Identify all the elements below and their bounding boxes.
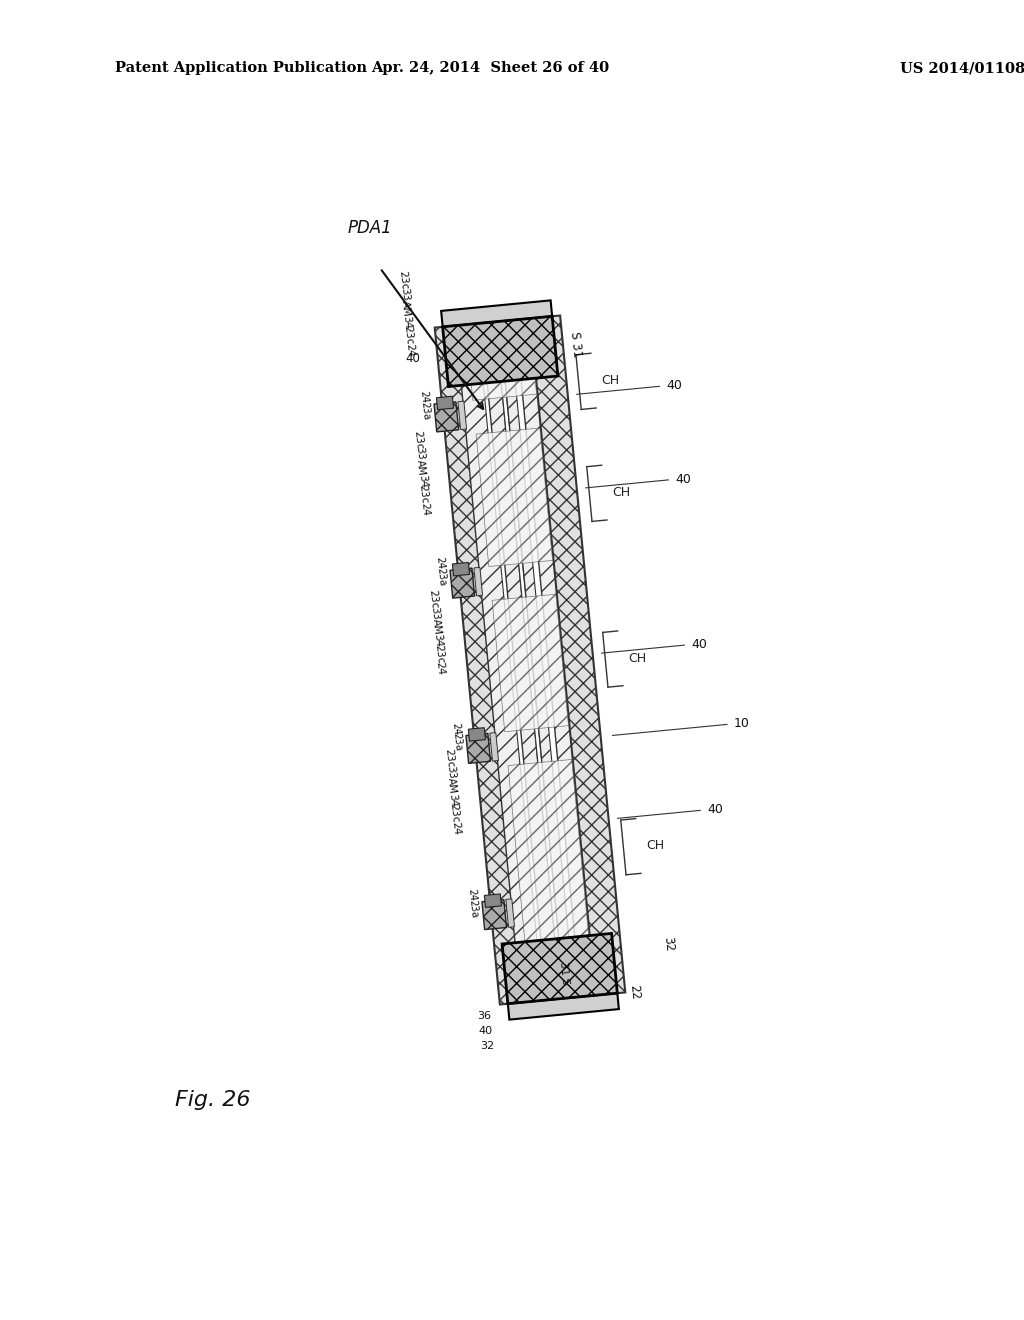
Text: 23c: 23c [443, 748, 455, 768]
Text: 24: 24 [435, 661, 446, 676]
Text: 24: 24 [419, 391, 430, 404]
Text: 40: 40 [667, 379, 682, 392]
Text: S 31: S 31 [568, 331, 584, 359]
Text: Patent Application Publication: Patent Application Publication [115, 61, 367, 75]
Text: 24: 24 [420, 502, 431, 516]
Text: US 2014/0110808 A1: US 2014/0110808 A1 [900, 61, 1024, 75]
Text: CH: CH [601, 374, 620, 387]
Polygon shape [482, 900, 507, 929]
Polygon shape [530, 315, 626, 995]
Text: 23c: 23c [433, 644, 445, 664]
Polygon shape [509, 319, 583, 998]
Polygon shape [508, 759, 589, 941]
Text: AM: AM [430, 618, 442, 635]
Text: 40: 40 [406, 352, 421, 366]
Text: 40: 40 [478, 1026, 493, 1036]
Text: 23c: 23c [428, 589, 439, 609]
Text: 32: 32 [660, 936, 675, 952]
Polygon shape [496, 321, 564, 999]
Polygon shape [484, 894, 502, 907]
Text: 23c: 23c [418, 484, 430, 504]
Text: 22: 22 [628, 985, 642, 1001]
Text: AM: AM [416, 459, 427, 477]
Polygon shape [458, 401, 467, 429]
Text: 33: 33 [398, 288, 410, 301]
Text: 32: 32 [479, 1041, 494, 1051]
Text: PDA1: PDA1 [348, 219, 393, 238]
Text: Apr. 24, 2014  Sheet 26 of 40: Apr. 24, 2014 Sheet 26 of 40 [371, 61, 609, 75]
Text: 33: 33 [444, 766, 456, 779]
Polygon shape [471, 379, 537, 400]
Polygon shape [489, 733, 499, 762]
Polygon shape [508, 993, 618, 1019]
Text: 23a: 23a [452, 733, 464, 752]
Polygon shape [441, 301, 552, 327]
Text: AM: AM [400, 300, 412, 317]
Polygon shape [476, 428, 553, 566]
Polygon shape [515, 318, 604, 997]
Text: 10: 10 [734, 718, 750, 730]
Polygon shape [453, 562, 470, 576]
Polygon shape [474, 568, 482, 595]
Text: 24: 24 [467, 888, 478, 902]
Text: AM: AM [445, 777, 458, 795]
Text: 23c: 23c [413, 430, 424, 450]
Polygon shape [442, 317, 558, 387]
Polygon shape [502, 933, 617, 1003]
Polygon shape [434, 401, 459, 432]
Polygon shape [481, 322, 560, 1001]
Text: Fig. 26: Fig. 26 [175, 1090, 251, 1110]
Text: 23c: 23c [449, 803, 460, 822]
Text: 40: 40 [708, 804, 723, 816]
Text: 34: 34 [401, 315, 413, 329]
Polygon shape [435, 325, 529, 1005]
Polygon shape [468, 727, 485, 741]
Text: CH: CH [646, 840, 665, 853]
Polygon shape [506, 899, 514, 927]
Text: 23c: 23c [397, 271, 409, 290]
Text: 34: 34 [432, 634, 443, 648]
Polygon shape [477, 322, 551, 1001]
Polygon shape [500, 319, 579, 998]
Polygon shape [466, 734, 490, 763]
Text: 24: 24 [404, 343, 416, 358]
Text: 23a: 23a [420, 401, 431, 421]
Text: 23a: 23a [436, 568, 447, 587]
Text: 24: 24 [451, 722, 462, 735]
Text: CH: CH [612, 486, 631, 499]
Polygon shape [493, 594, 568, 731]
Text: 36: 36 [477, 1011, 490, 1022]
Text: 40: 40 [691, 638, 708, 651]
Text: 34: 34 [447, 793, 459, 807]
Text: 33: 33 [414, 446, 425, 461]
Text: 34: 34 [417, 474, 428, 488]
Text: 33: 33 [429, 606, 440, 620]
Text: CH: CH [629, 652, 646, 665]
Text: 24: 24 [451, 821, 462, 836]
Text: 24: 24 [434, 557, 445, 570]
Text: 23c: 23c [402, 325, 415, 345]
Polygon shape [436, 396, 454, 409]
Polygon shape [456, 323, 545, 1002]
Text: 40: 40 [676, 473, 691, 486]
Text: 31 S: 31 S [558, 961, 570, 985]
Text: 23a: 23a [468, 899, 479, 919]
Polygon shape [450, 568, 474, 598]
